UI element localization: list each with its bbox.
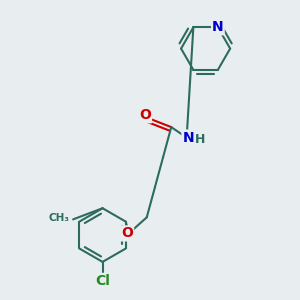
Text: N: N (182, 130, 194, 145)
Text: O: O (121, 226, 133, 240)
Text: N: N (212, 20, 224, 34)
Text: CH₃: CH₃ (48, 213, 69, 223)
Text: Cl: Cl (95, 274, 110, 288)
Text: O: O (139, 108, 151, 122)
Text: H: H (195, 133, 206, 146)
